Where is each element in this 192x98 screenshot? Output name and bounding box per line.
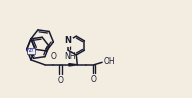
Text: O: O [91, 75, 97, 84]
Text: NH: NH [64, 52, 76, 61]
Polygon shape [69, 64, 77, 66]
Text: N: N [65, 36, 72, 45]
Text: O: O [58, 76, 63, 85]
Text: OH: OH [104, 57, 115, 66]
Text: O: O [50, 52, 56, 61]
Text: Nb: Nb [27, 48, 35, 53]
